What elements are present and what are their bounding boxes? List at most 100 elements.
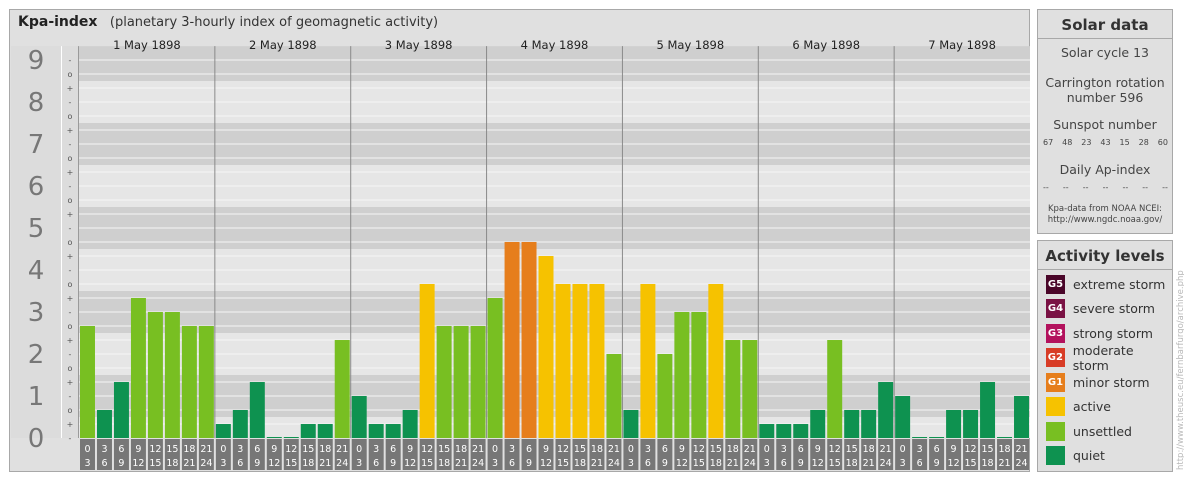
sub-tick-label: + [67,210,74,219]
sunspot-value: 48 [1062,138,1073,147]
activity-level-item: G1 minor storm [1046,372,1150,392]
kp-bar [708,283,724,438]
activity-level-label: minor storm [1073,374,1150,390]
ap-index-values: -- -- -- -- -- -- -- [1043,183,1168,192]
hour-end-label: 3 [220,458,226,469]
kpa-bar-chart: 0123456789-+o-+o-+o-+o-+o-+o-+o-+o-+o-1 … [11,38,1030,470]
hour-end-label: 18 [981,458,993,469]
ap-index-value: -- [1082,183,1089,192]
y-tick-label: 6 [28,172,45,202]
kp-bar [929,437,945,438]
hour-label-box [555,439,571,470]
hour-start-label: 12 [285,444,297,455]
hour-end-label: 24 [336,458,348,469]
kp-bar [402,409,418,438]
kp-bar [623,409,639,438]
sub-tick-label: - [69,266,72,275]
hour-end-label: 18 [166,458,178,469]
hour-label-box [691,439,707,470]
y-tick-label: 4 [28,256,45,286]
kp-bar [878,382,894,438]
kp-bar [572,283,588,438]
hour-start-label: 3 [237,444,243,455]
hour-label-box [419,439,435,470]
hour-end-label: 3 [900,458,906,469]
sunspot-value: 28 [1138,138,1149,147]
activity-level-swatch: G5 [1046,274,1065,294]
sub-tick-label: o [68,196,73,205]
kp-bar [266,437,282,438]
sub-tick-label: - [69,182,72,191]
sub-tick-label: o [68,364,73,373]
hour-start-label: 3 [373,444,379,455]
hour-start-label: 0 [764,444,770,455]
activity-level-label: unsettled [1073,423,1132,439]
hour-end-label: 12 [404,458,416,469]
hour-start-label: 18 [863,444,875,455]
activity-level-swatch: G2 [1046,348,1065,367]
sub-tick-label: + [67,336,74,345]
hour-start-label: 18 [319,444,331,455]
kp-bar [130,298,146,438]
hour-label-box [929,439,945,470]
hour-end-label: 9 [526,458,532,469]
hour-label-box [334,439,350,470]
hour-start-label: 6 [254,444,260,455]
y-axis-column [11,46,61,438]
hour-label-box [453,439,469,470]
hour-end-label: 3 [356,458,362,469]
hour-start-label: 6 [662,444,668,455]
day-label: 7 May 1898 [928,38,996,52]
credit-url: http://www.theusc.eu/fernbarfurgo/archiv… [1176,270,1184,470]
activity-level-swatch: G3 [1046,323,1065,343]
hour-end-label: 24 [880,458,892,469]
hour-end-label: 9 [798,458,804,469]
hour-start-label: 15 [710,444,722,455]
hour-end-label: 18 [438,458,450,469]
hour-start-label: 21 [200,444,212,455]
hour-label-box [640,439,656,470]
hour-start-label: 0 [628,444,634,455]
activity-level-label: quiet [1073,448,1105,463]
sub-tick-label: + [67,378,74,387]
activity-level-label: strong storm [1073,325,1153,341]
activity-level-item: G3 strong storm [1046,323,1153,343]
kp-bar [317,424,333,438]
sub-tick-label: o [68,322,73,331]
hour-label-box [776,439,792,470]
kp-bar [555,283,571,438]
hour-label-box [742,439,758,470]
hour-label-box [113,439,129,470]
hour-end-label: 21 [591,458,603,469]
hour-start-label: 0 [356,444,362,455]
hour-label-box [300,439,316,470]
hour-end-label: 15 [965,458,977,469]
hour-label-box [487,439,503,470]
ap-index-title: Daily Ap-index [1059,162,1151,177]
hour-start-label: 12 [421,444,433,455]
hour-start-label: 18 [591,444,603,455]
hour-label-box [997,439,1013,470]
chart-title-main: Kpa-index [18,14,98,30]
activity-level-label: severe storm [1073,301,1155,316]
sub-tick-label: - [69,392,72,401]
hour-label-box [147,439,163,470]
hour-start-label: 15 [438,444,450,455]
hour-start-label: 6 [118,444,124,455]
kp-bar [96,409,112,438]
kp-bar [436,325,452,438]
hour-label-box [606,439,622,470]
hour-end-label: 15 [421,458,433,469]
hour-label-box [725,439,741,470]
chart-title: Kpa-index (planetary 3-hourly index of g… [18,14,438,30]
hour-start-label: 12 [693,444,705,455]
sub-tick-label: - [69,98,72,107]
sub-tick-label: - [69,350,72,359]
sub-tick-label: - [69,308,72,317]
kp-bar [776,424,792,438]
activity-level-label: active [1073,399,1111,414]
kp-bar [640,283,656,438]
kp-bar [827,340,843,438]
ap-index-value: -- [1062,183,1069,192]
ap-index-value: -- [1162,183,1168,192]
